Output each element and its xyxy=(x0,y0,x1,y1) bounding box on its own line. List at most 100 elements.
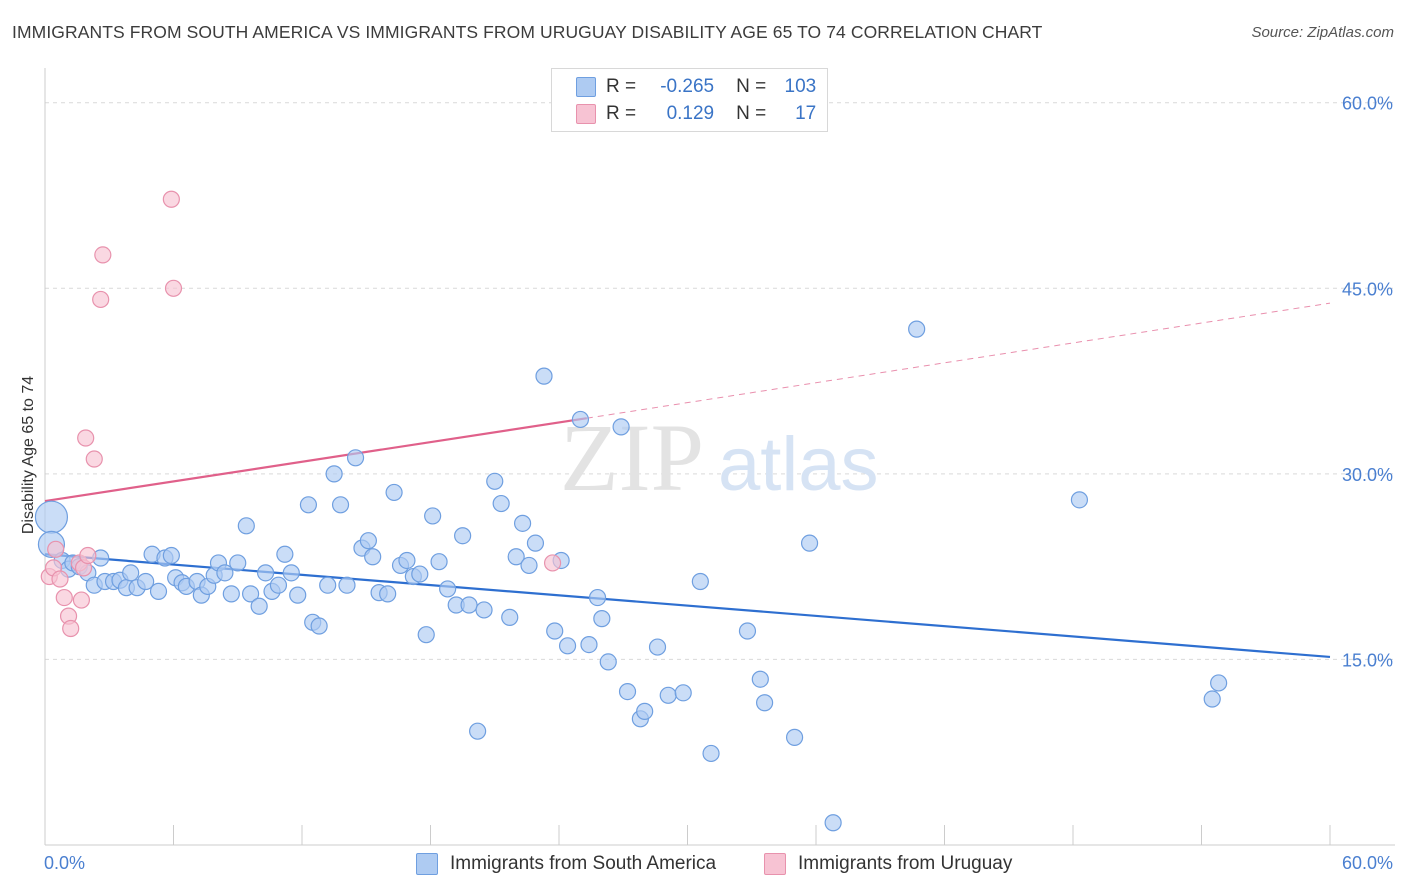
point-south-america xyxy=(162,546,180,565)
x-tick-label: 0.0% xyxy=(44,853,85,873)
point-south-america xyxy=(229,554,247,572)
legend-r-value-south-america: -0.265 xyxy=(660,76,715,97)
legend-label-uruguay: Immigrants from Uruguay xyxy=(798,853,1013,874)
point-south-america xyxy=(346,449,365,467)
point-south-america xyxy=(618,682,637,701)
trend-line-uruguay-extension xyxy=(586,302,1331,419)
point-south-america xyxy=(824,814,842,832)
point-south-america xyxy=(331,496,350,514)
point-south-america xyxy=(282,564,300,582)
point-south-america xyxy=(299,496,318,514)
point-uruguay xyxy=(92,290,110,309)
legend-n-label: N = xyxy=(736,103,767,124)
point-uruguay xyxy=(51,570,69,588)
point-uruguay xyxy=(47,540,65,558)
watermark-atlas: atlas xyxy=(718,422,879,507)
y-tick-label: 45.0% xyxy=(1342,279,1393,299)
point-south-america xyxy=(507,548,525,566)
point-south-america xyxy=(492,494,510,513)
point-south-america xyxy=(501,608,519,626)
point-south-america xyxy=(475,601,493,619)
point-south-america xyxy=(34,500,69,534)
point-uruguay xyxy=(85,450,103,468)
point-south-america xyxy=(237,517,255,535)
point-south-america xyxy=(580,635,598,654)
point-south-america xyxy=(738,622,757,640)
point-uruguay xyxy=(55,588,73,607)
legend-item-uruguay[interactable]: Immigrants from Uruguay xyxy=(764,852,1012,876)
point-south-america xyxy=(398,551,416,570)
data-points xyxy=(34,190,1228,832)
legend-n-value-south-america: 103 xyxy=(784,76,817,97)
legend-row-south-america: R = -0.265 N = 103 xyxy=(576,74,816,100)
point-south-america xyxy=(276,545,294,563)
point-uruguay xyxy=(162,190,180,208)
point-south-america xyxy=(424,507,442,525)
point-south-america xyxy=(269,576,288,594)
point-south-america xyxy=(319,576,337,594)
legend-r-value-uruguay: 0.129 xyxy=(666,103,715,124)
point-south-america xyxy=(250,597,268,615)
blue-swatch-icon xyxy=(576,77,596,97)
point-south-america xyxy=(359,532,377,550)
point-south-america xyxy=(571,410,590,429)
point-south-america xyxy=(546,622,564,640)
legend-r-label: R = xyxy=(606,76,637,97)
chart-title: IMMIGRANTS FROM SOUTH AMERICA VS IMMIGRA… xyxy=(12,22,1043,42)
point-uruguay xyxy=(77,429,95,447)
point-uruguay xyxy=(62,619,80,638)
y-axis-title: Disability Age 65 to 74 xyxy=(20,376,37,534)
point-south-america xyxy=(648,638,667,656)
tick-labels: 15.0% 30.0% 45.0% 60.0% 0.0% 60.0% xyxy=(44,94,1393,873)
axes xyxy=(44,68,1395,846)
pink-swatch-icon xyxy=(576,104,596,124)
blue-swatch-icon xyxy=(416,853,438,875)
point-south-america xyxy=(137,572,155,591)
point-south-america xyxy=(593,610,611,628)
x-tick-label: 60.0% xyxy=(1342,853,1393,873)
point-south-america xyxy=(558,637,577,655)
y-tick-label: 15.0% xyxy=(1342,650,1393,670)
point-uruguay xyxy=(94,246,112,264)
point-south-america xyxy=(149,582,168,600)
y-tick-label: 30.0% xyxy=(1342,465,1393,485)
point-south-america xyxy=(430,553,448,571)
point-south-america xyxy=(379,585,397,603)
point-south-america xyxy=(486,472,504,490)
point-south-america xyxy=(256,564,275,582)
point-south-america xyxy=(1203,690,1221,708)
correlation-legend: R = -0.265 N = 103 R = 0.129 N = 17 xyxy=(551,68,828,132)
y-tick-label: 60.0% xyxy=(1342,94,1393,114)
grid-lines xyxy=(45,102,1395,660)
point-uruguay xyxy=(79,546,97,565)
point-south-america xyxy=(216,564,234,582)
point-south-america xyxy=(702,744,720,763)
point-south-america xyxy=(1210,674,1228,692)
point-south-america xyxy=(325,465,343,483)
point-south-america xyxy=(588,588,607,607)
legend-label-south-america: Immigrants from South America xyxy=(450,853,717,874)
point-south-america xyxy=(289,586,307,604)
point-south-america xyxy=(338,576,356,594)
legend-n-label: N = xyxy=(736,76,767,97)
point-south-america xyxy=(755,694,774,712)
point-south-america xyxy=(691,572,709,591)
point-south-america xyxy=(364,548,382,566)
point-uruguay xyxy=(72,591,91,609)
point-south-america xyxy=(674,684,692,702)
point-south-america xyxy=(417,626,435,644)
point-south-america xyxy=(612,418,630,436)
point-south-america xyxy=(526,534,545,552)
point-south-america xyxy=(469,722,487,740)
point-south-america xyxy=(310,617,328,635)
legend-item-south-america[interactable]: Immigrants from South America xyxy=(416,852,716,876)
point-south-america xyxy=(439,580,457,598)
point-south-america xyxy=(535,367,553,385)
point-uruguay xyxy=(543,554,562,572)
point-south-america xyxy=(599,653,617,671)
point-south-america xyxy=(411,565,429,583)
pink-swatch-icon xyxy=(764,853,786,875)
point-south-america xyxy=(385,483,403,502)
legend-n-value-uruguay: 17 xyxy=(795,103,817,124)
point-south-america xyxy=(636,702,654,720)
